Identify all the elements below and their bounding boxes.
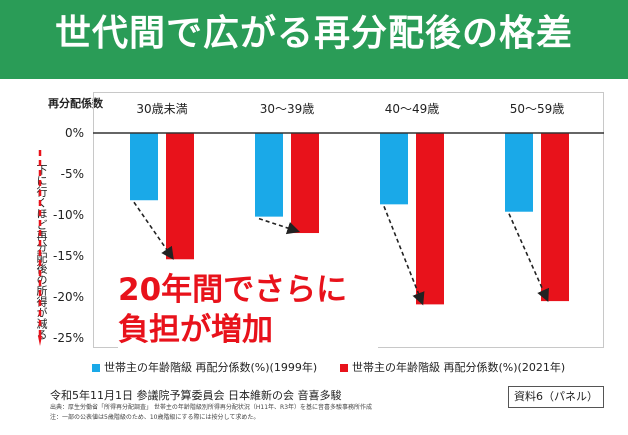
category-label: 30〜39歳 <box>260 102 315 116</box>
bar-2021 <box>541 133 569 302</box>
bar-1999 <box>130 133 158 201</box>
y-tick-label: -5% <box>61 167 84 181</box>
legend-swatch-1999 <box>92 364 100 372</box>
panel-label: 資料6（パネル） <box>508 386 604 408</box>
legend-swatch-2021 <box>340 364 348 372</box>
y-axis-title: 再分配係数 <box>48 97 103 110</box>
bar-2021 <box>166 133 194 260</box>
bar-1999 <box>255 133 283 217</box>
trend-arrow <box>383 206 425 306</box>
category-label: 50〜59歳 <box>510 102 565 116</box>
side-note: 下に行くほど再分配後の所得が減る <box>35 164 48 340</box>
footer-source: 出典：厚生労働省「所得再分配調査」 世帯主の年齢階級別所得再分配状況（H11年、… <box>50 404 373 411</box>
title-banner: 世代間で広がる再分配後の格差 <box>0 0 628 79</box>
bar-2021 <box>416 133 444 305</box>
legend: 世帯主の年齢階級 再配分係数(%)(1999年) 世帯主の年齢階級 再配分係数(… <box>92 359 612 375</box>
legend-label-1999: 世帯主の年齢階級 再配分係数(%)(1999年) <box>104 361 318 374</box>
y-tick-label: -20% <box>53 290 84 304</box>
legend-item-1999: 世帯主の年齢階級 再配分係数(%)(1999年) <box>92 359 317 375</box>
category-label: 40〜49歳 <box>385 102 440 116</box>
annotation-text: 20年間でさらに負担が増加 <box>118 270 378 350</box>
bar-1999 <box>380 133 408 205</box>
footer-main: 令和5年11月1日 参議院予算委員会 日本維新の会 音喜多駿 <box>50 389 342 402</box>
legend-label-2021: 世帯主の年齢階級 再配分係数(%)(2021年) <box>352 361 566 374</box>
page-title: 世代間で広がる再分配後の格差 <box>54 13 573 54</box>
y-tick-label: -15% <box>53 249 84 263</box>
bar-1999 <box>505 133 533 212</box>
y-tick-label: -25% <box>53 331 84 345</box>
down-arrow-icon <box>38 150 42 346</box>
y-tick-label: 0% <box>65 126 84 140</box>
y-tick-label: -10% <box>53 208 84 222</box>
bar-2021 <box>291 133 319 234</box>
legend-item-2021: 世帯主の年齢階級 再配分係数(%)(2021年) <box>340 359 565 375</box>
trend-arrow <box>508 213 549 303</box>
footer-note: 注：一部の公表値は5歳階級のため、10歳階級にする際には按分して求めた。 <box>50 414 260 421</box>
category-label: 30歳未満 <box>136 102 187 116</box>
